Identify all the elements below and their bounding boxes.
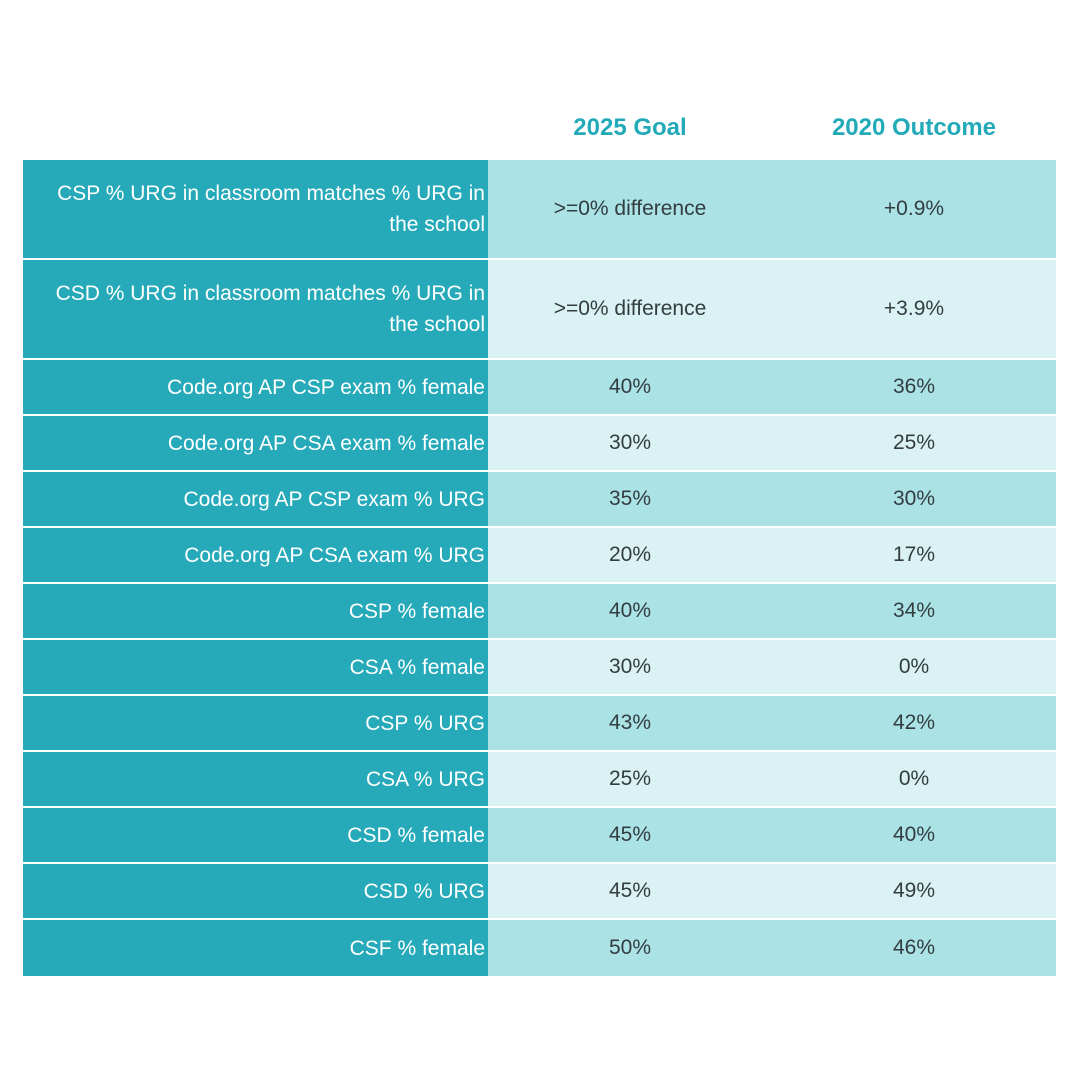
goal-cell: 45% xyxy=(488,808,772,862)
table-row: CSP % URG in classroom matches % URG in … xyxy=(23,160,1056,260)
row-label: Code.org AP CSA exam % URG xyxy=(23,528,488,582)
goal-cell: 43% xyxy=(488,696,772,750)
row-label: CSD % URG in classroom matches % URG in … xyxy=(23,260,488,358)
row-label: CSP % URG in classroom matches % URG in … xyxy=(23,160,488,258)
header-outcome: 2020 Outcome xyxy=(831,114,997,141)
table-row: CSP % female 40% 34% xyxy=(23,584,1056,640)
row-label: Code.org AP CSA exam % female xyxy=(23,416,488,470)
table-row: Code.org AP CSP exam % female 40% 36% xyxy=(23,360,1056,416)
goal-cell: 20% xyxy=(488,528,772,582)
table-row: Code.org AP CSA exam % female 30% 25% xyxy=(23,416,1056,472)
goal-cell: >=0% difference xyxy=(488,260,772,358)
table-header: 2025 Goal 2020 Outcome xyxy=(488,106,1056,150)
outcome-cell: 0% xyxy=(772,640,1056,694)
table-row: CSP % URG 43% 42% xyxy=(23,696,1056,752)
outcome-cell: 17% xyxy=(772,528,1056,582)
row-label: CSD % female xyxy=(23,808,488,862)
outcome-cell: 0% xyxy=(772,752,1056,806)
table-row: CSD % URG 45% 49% xyxy=(23,864,1056,920)
goal-cell: 40% xyxy=(488,584,772,638)
goal-cell: 45% xyxy=(488,864,772,918)
table-row: Code.org AP CSA exam % URG 20% 17% xyxy=(23,528,1056,584)
row-label: CSA % URG xyxy=(23,752,488,806)
row-label: CSA % female xyxy=(23,640,488,694)
goal-cell: 40% xyxy=(488,360,772,414)
outcome-cell: 42% xyxy=(772,696,1056,750)
outcome-cell: 40% xyxy=(772,808,1056,862)
table-row: CSA % female 30% 0% xyxy=(23,640,1056,696)
table-row: CSD % URG in classroom matches % URG in … xyxy=(23,260,1056,360)
outcome-cell: +3.9% xyxy=(772,260,1056,358)
outcome-cell: 46% xyxy=(772,920,1056,976)
goal-cell: 30% xyxy=(488,416,772,470)
row-label: CSF % female xyxy=(23,920,488,976)
row-label: CSP % URG xyxy=(23,696,488,750)
row-label: Code.org AP CSP exam % female xyxy=(23,360,488,414)
outcome-cell: 36% xyxy=(772,360,1056,414)
outcome-cell: 30% xyxy=(772,472,1056,526)
table-row: CSF % female 50% 46% xyxy=(23,920,1056,976)
table-row: Code.org AP CSP exam % URG 35% 30% xyxy=(23,472,1056,528)
goal-cell: 30% xyxy=(488,640,772,694)
outcome-cell: 25% xyxy=(772,416,1056,470)
row-label: CSP % female xyxy=(23,584,488,638)
outcome-cell: 34% xyxy=(772,584,1056,638)
table-row: CSA % URG 25% 0% xyxy=(23,752,1056,808)
outcome-cell: +0.9% xyxy=(772,160,1056,258)
goals-table: CSP % URG in classroom matches % URG in … xyxy=(23,160,1056,976)
table-row: CSD % female 45% 40% xyxy=(23,808,1056,864)
goal-cell: 25% xyxy=(488,752,772,806)
goal-cell: >=0% difference xyxy=(488,160,772,258)
row-label: Code.org AP CSP exam % URG xyxy=(23,472,488,526)
outcome-cell: 49% xyxy=(772,864,1056,918)
goal-cell: 35% xyxy=(488,472,772,526)
goal-cell: 50% xyxy=(488,920,772,976)
header-goal: 2025 Goal xyxy=(573,114,687,141)
row-label: CSD % URG xyxy=(23,864,488,918)
